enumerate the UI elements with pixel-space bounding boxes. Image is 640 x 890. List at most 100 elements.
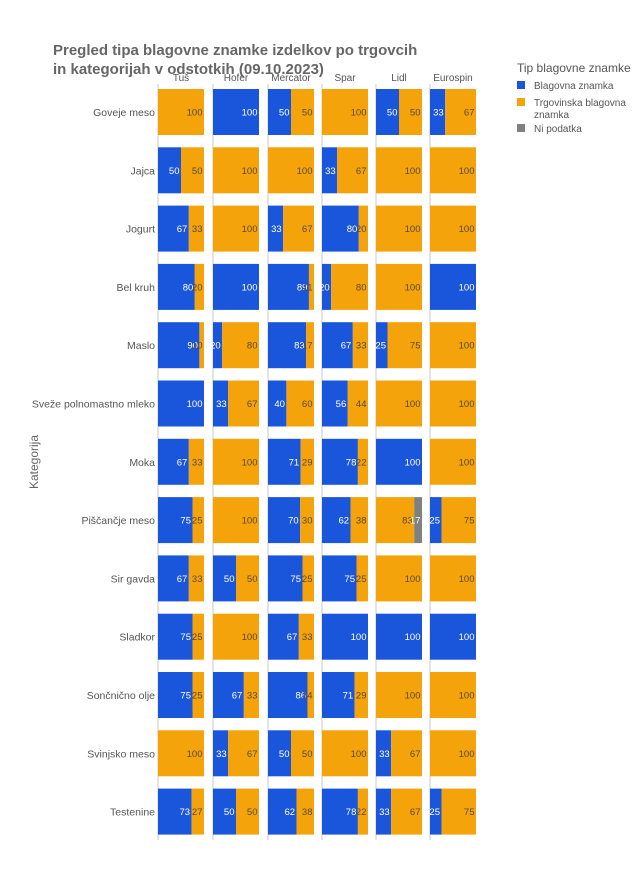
data-label-maslo-eurospin-store: 100 bbox=[459, 341, 475, 352]
data-label-moka-lidl-brand: 100 bbox=[405, 457, 421, 468]
bar-moka-spar-store bbox=[357, 438, 368, 485]
bar-svinjsko-meso-spar-store bbox=[322, 730, 368, 777]
bar-moka-eurospin-store bbox=[430, 438, 476, 485]
bar-moka-tus-store bbox=[188, 438, 204, 485]
bar-maslo-spar-brand bbox=[322, 322, 353, 369]
bars: 100 100 50 50 100 50 50 33 67 50 50 100 100 33 67 100 10… bbox=[158, 89, 476, 835]
bar-goveje-meso-lidl-store bbox=[399, 89, 422, 135]
data-label-maslo-lidl-store: 75 bbox=[410, 341, 421, 352]
data-label-bel-kruh-mercator-brand: 89 bbox=[297, 282, 308, 293]
bar-maslo-eurospin-store bbox=[430, 322, 476, 369]
retailer-header-mercator: Mercator bbox=[271, 73, 311, 84]
data-label-moka-tus-brand: 67 bbox=[177, 457, 188, 468]
bar-piscancje-meso-spar-brand bbox=[322, 497, 351, 544]
legend-label-store-line-2: znamka bbox=[534, 110, 569, 121]
data-label-moka-spar-brand: 78 bbox=[346, 457, 357, 468]
retailer-header-lidl: Lidl bbox=[391, 73, 407, 84]
data-label-goveje-meso-mercator-brand: 50 bbox=[279, 108, 290, 119]
data-label-goveje-meso-eurospin-brand: 33 bbox=[433, 108, 444, 119]
retailer-header-tus: Tuš bbox=[173, 73, 189, 84]
data-label-sladkor-spar-brand: 100 bbox=[351, 632, 367, 643]
data-label-goveje-meso-hofer-brand: 100 bbox=[242, 108, 258, 119]
bar-sladkor-spar-brand bbox=[322, 613, 368, 660]
data-label-soncnicno-olje-hofer-brand: 67 bbox=[232, 691, 243, 702]
data-label-moka-tus-store: 33 bbox=[192, 457, 203, 468]
bar-moka-hofer-store bbox=[213, 438, 259, 485]
data-label-goveje-meso-lidl-store: 50 bbox=[410, 108, 421, 119]
data-label-piscancje-meso-hofer-store: 100 bbox=[242, 516, 258, 527]
data-label-svinjsko-meso-tus-store: 100 bbox=[187, 749, 203, 760]
legend-swatch-store bbox=[517, 98, 525, 106]
bar-jajca-tus-brand bbox=[158, 147, 181, 194]
bar-svinjsko-meso-tus-store bbox=[158, 730, 204, 777]
data-label-jajca-hofer-store: 100 bbox=[242, 166, 258, 177]
data-label-sir-gavda-lidl-store: 100 bbox=[405, 574, 421, 585]
data-label-sir-gavda-tus-brand: 67 bbox=[177, 574, 188, 585]
y-axis-title: Kategorija bbox=[27, 435, 41, 489]
bar-testenine-hofer-brand bbox=[213, 788, 236, 835]
data-label-svinjsko-meso-lidl-brand: 33 bbox=[379, 749, 390, 760]
bar-sir-gavda-lidl-store bbox=[376, 555, 422, 602]
data-label-piscancje-meso-mercator-store: 30 bbox=[302, 516, 313, 527]
bar-soncnicno-olje-spar-brand bbox=[322, 672, 355, 718]
bar-moka-lidl-brand bbox=[376, 438, 422, 485]
data-label-maslo-hofer-brand: 20 bbox=[210, 341, 221, 352]
data-label-soncnicno-olje-spar-store: 29 bbox=[356, 691, 367, 702]
bar-soncnicno-olje-tus-store bbox=[192, 672, 204, 718]
chart-title-line-1: Pregled tipa blagovne znamke izdelkov po… bbox=[53, 42, 417, 59]
data-label-goveje-meso-mercator-store: 50 bbox=[302, 108, 313, 119]
data-label-jajca-tus-store: 50 bbox=[192, 166, 203, 177]
legend: Tip blagovne znamke Blagovna znamka Trgo… bbox=[517, 61, 631, 135]
data-label-bel-kruh-lidl-store: 100 bbox=[405, 282, 421, 293]
bar-jajca-mercator-store bbox=[268, 147, 314, 194]
bar-sveze-polnomastno-mleko-lidl-store bbox=[376, 380, 422, 427]
data-label-maslo-lidl-brand: 25 bbox=[375, 341, 386, 352]
bar-sladkor-tus-store bbox=[192, 613, 204, 660]
bar-goveje-meso-hofer-brand bbox=[213, 89, 259, 135]
data-label-piscancje-meso-eurospin-brand: 25 bbox=[429, 516, 440, 527]
data-label-maslo-mercator-store: 17 bbox=[302, 341, 313, 352]
data-label-bel-kruh-mercator-store: 11 bbox=[303, 282, 313, 293]
data-label-jogurt-eurospin-store: 100 bbox=[459, 224, 475, 235]
data-label-goveje-meso-eurospin-store: 67 bbox=[464, 108, 475, 119]
category-label-moka: Moka bbox=[129, 457, 155, 469]
legend-label-store-line-1: Trgovinska blagovna bbox=[534, 98, 626, 109]
bar-bel-kruh-mercator-store bbox=[308, 263, 314, 310]
data-label-sir-gavda-hofer-brand: 50 bbox=[224, 574, 235, 585]
legend-swatch-brand bbox=[517, 81, 525, 89]
bar-goveje-meso-eurospin-store bbox=[445, 89, 476, 135]
data-label-bel-kruh-spar-store: 80 bbox=[356, 282, 367, 293]
data-label-maslo-spar-brand: 67 bbox=[341, 341, 352, 352]
category-label-bel-kruh: Bel kruh bbox=[116, 282, 155, 294]
data-label-jogurt-tus-store: 33 bbox=[192, 224, 203, 235]
data-label-svinjsko-meso-eurospin-store: 100 bbox=[459, 749, 475, 760]
bar-testenine-lidl-store bbox=[391, 788, 422, 835]
bar-piscancje-meso-spar-store bbox=[350, 497, 368, 544]
bar-svinjsko-meso-mercator-store bbox=[291, 730, 314, 777]
data-label-sveze-polnomastno-mleko-tus-brand: 100 bbox=[187, 399, 203, 410]
data-label-sladkor-mercator-brand: 67 bbox=[287, 632, 298, 643]
bar-sir-gavda-mercator-brand bbox=[268, 555, 303, 602]
data-label-sveze-polnomastno-mleko-mercator-brand: 40 bbox=[274, 399, 285, 410]
category-label-jajca: Jajca bbox=[130, 165, 155, 177]
data-label-sir-gavda-spar-brand: 75 bbox=[344, 574, 355, 585]
bar-piscancje-meso-eurospin-brand bbox=[430, 497, 442, 544]
bar-sveze-polnomastno-mleko-mercator-brand bbox=[268, 380, 287, 427]
bar-soncnicno-olje-spar-store bbox=[354, 672, 368, 718]
data-label-goveje-meso-tus-store: 100 bbox=[187, 108, 203, 119]
data-label-soncnicno-olje-hofer-store: 33 bbox=[247, 691, 258, 702]
bar-bel-kruh-hofer-brand bbox=[213, 263, 259, 310]
bar-piscancje-meso-lidl-na bbox=[414, 497, 422, 544]
bar-maslo-mercator-store bbox=[306, 322, 314, 369]
bar-jogurt-lidl-store bbox=[376, 205, 422, 252]
data-label-piscancje-meso-lidl-na: 17 bbox=[410, 516, 421, 527]
data-label-sir-gavda-mercator-store: 25 bbox=[302, 574, 313, 585]
bar-goveje-meso-tus-store bbox=[158, 89, 204, 135]
bar-testenine-tus-store bbox=[191, 788, 204, 835]
data-label-soncnicno-olje-mercator-brand: 86 bbox=[295, 691, 306, 702]
data-label-sir-gavda-eurospin-store: 100 bbox=[459, 574, 475, 585]
bar-bel-kruh-lidl-store bbox=[376, 263, 422, 310]
bar-bel-kruh-eurospin-brand bbox=[430, 263, 476, 310]
bar-goveje-meso-mercator-store bbox=[291, 89, 314, 135]
data-label-sladkor-tus-store: 25 bbox=[192, 632, 203, 643]
